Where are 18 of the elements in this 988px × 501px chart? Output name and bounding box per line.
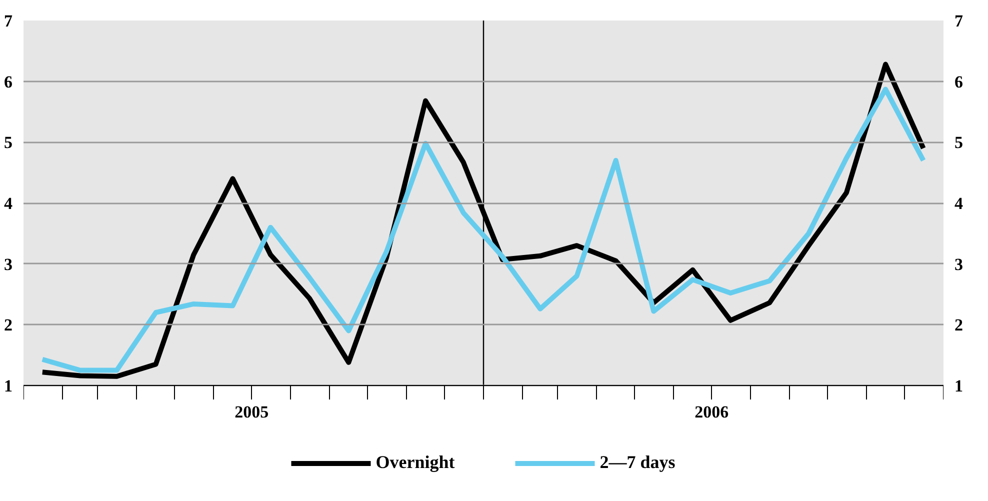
y2-tick-label: 4 <box>954 194 964 213</box>
y-tick-label: 4 <box>4 194 13 213</box>
x-tick-label: 2005 <box>234 402 269 422</box>
y-tick-label: 7 <box>4 12 13 30</box>
y-tick-label: 1 <box>4 376 12 396</box>
y2-tick-label: 6 <box>954 72 963 92</box>
y2-tick-label: 7 <box>954 12 964 30</box>
y2-tick-label: 2 <box>954 316 963 335</box>
y-tick-label: 2 <box>4 316 12 335</box>
y2-tick-label: 1 <box>954 376 963 396</box>
x-tick-label: 2006 <box>694 402 729 422</box>
y2-tick-label: 3 <box>954 254 963 274</box>
legend-label: Overnight <box>376 452 455 473</box>
y-tick-label: 6 <box>4 72 12 92</box>
y2-tick-label: 5 <box>954 133 963 152</box>
legend-label: 2—7 days <box>600 452 676 473</box>
y-tick-label: 5 <box>4 133 12 152</box>
y-tick-label: 3 <box>4 254 12 274</box>
